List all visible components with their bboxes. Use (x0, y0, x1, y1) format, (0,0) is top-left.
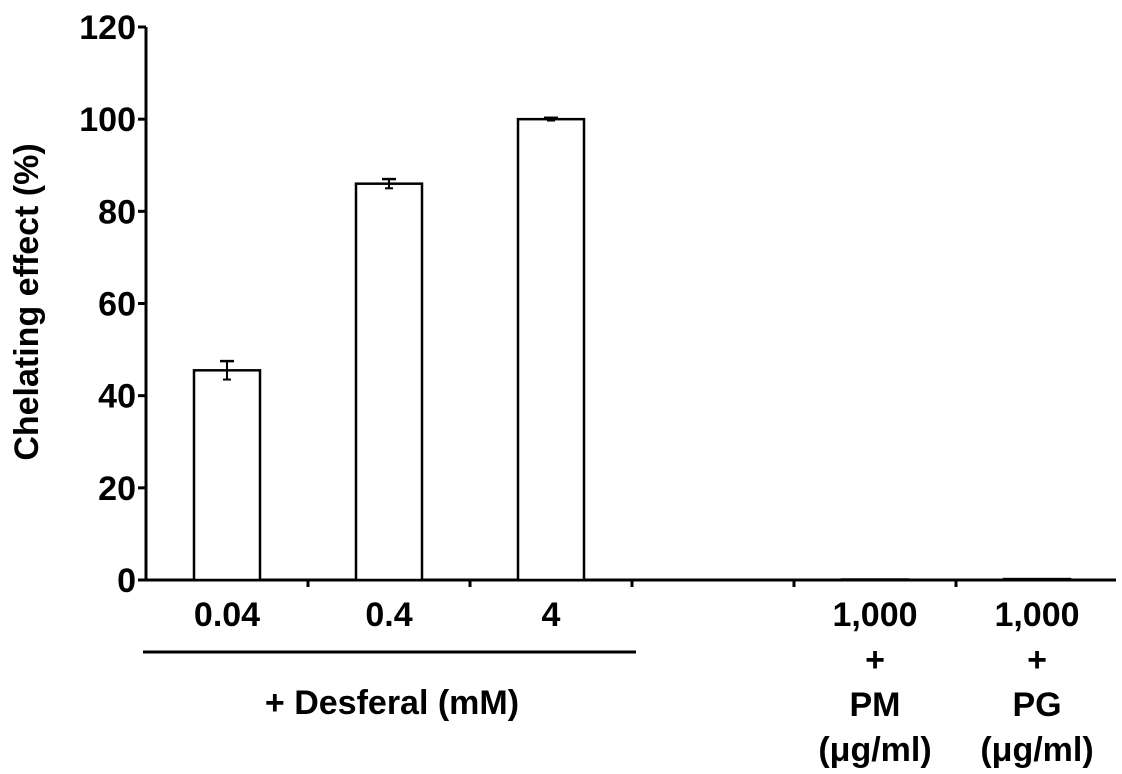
y-tick-label: 100 (79, 101, 136, 139)
x-category-label: 0.04 (194, 596, 260, 634)
bar (1002, 577, 1072, 582)
y-tick-label: 40 (98, 378, 136, 416)
y-tick-label: 60 (98, 286, 136, 324)
desferal-group-label: + Desferal (mM) (265, 684, 519, 722)
x-category-label: (μg/ml) (818, 731, 931, 769)
x-category-label: 4 (542, 596, 561, 634)
bar (192, 369, 262, 582)
y-tick-label: 120 (79, 9, 136, 47)
x-category-label: 1,000 (832, 596, 917, 634)
x-category-label: PG (1012, 686, 1061, 724)
y-tick-label: 0 (117, 562, 136, 600)
x-category-label: PM (850, 686, 901, 724)
x-category-label: + (865, 641, 885, 679)
labels: 0 20 40 60 80 100 120 0.04 0.4 4 1,000 + PM (μg/ml) 1,… (79, 9, 1093, 769)
y-tick-label: 20 (98, 470, 136, 508)
y-tick-label: 80 (98, 193, 136, 231)
x-category-label: 1,000 (994, 596, 1079, 634)
y-axis-title: Chelating effect (%) (8, 143, 46, 460)
bar (354, 182, 424, 582)
bars (192, 116, 1072, 582)
x-category-label: + (1027, 641, 1047, 679)
bar (516, 117, 586, 582)
x-category-label: 0.4 (365, 596, 412, 634)
x-category-label: (μg/ml) (980, 731, 1093, 769)
axes (138, 25, 1116, 587)
bar (840, 578, 910, 582)
